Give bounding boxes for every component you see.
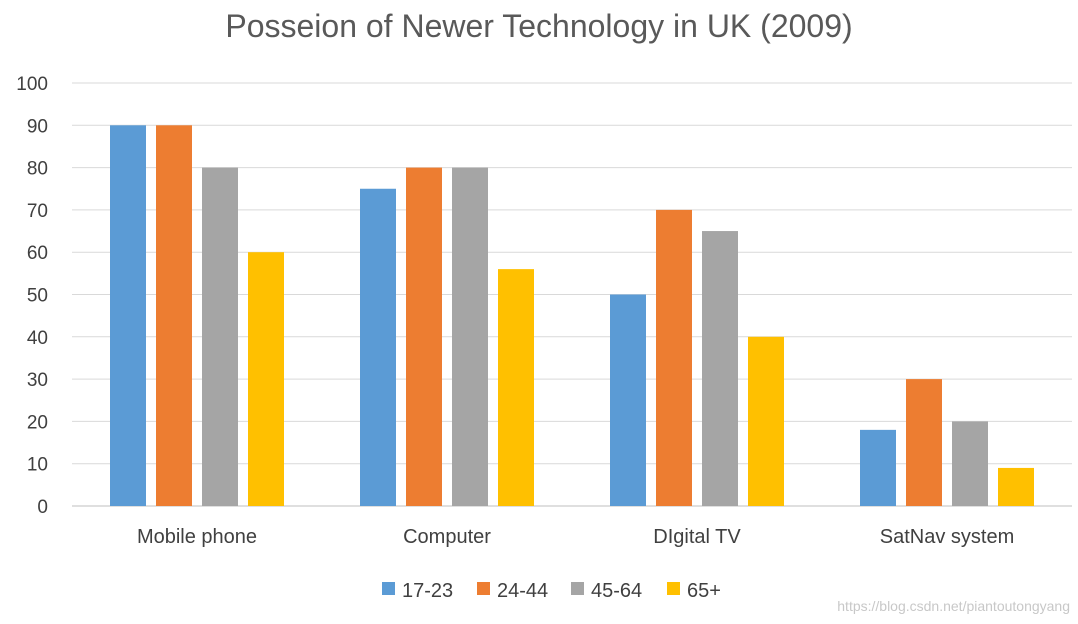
bars	[110, 125, 1034, 507]
x-category-label: SatNav system	[880, 526, 1014, 548]
y-tick-label: 10	[27, 455, 48, 476]
legend-swatch	[477, 582, 490, 595]
bar-65+-satnav-system	[998, 467, 1034, 506]
y-tick-label: 70	[27, 201, 48, 222]
bar-45-64-mobile-phone	[202, 167, 238, 506]
legend-label: 65+	[687, 580, 721, 602]
y-axis-tick-labels: 0 10 20 30 40 50 60 70 80 90 100	[16, 74, 48, 518]
y-tick-label: 20	[27, 412, 48, 433]
bar-45-64-computer	[452, 167, 488, 506]
y-tick-label: 50	[27, 286, 48, 307]
bar-45-64-digital-tv	[702, 231, 738, 507]
y-tick-label: 60	[27, 243, 48, 264]
bar-17-23-mobile-phone	[110, 125, 146, 507]
x-category-label: Computer	[403, 526, 491, 548]
bar-17-23-computer	[360, 188, 396, 506]
chart-title: Posseion of Newer Technology in UK (2009…	[225, 8, 853, 44]
legend: 17-23 24-44 45-64 65+	[382, 580, 721, 602]
y-tick-label: 0	[37, 497, 48, 518]
bar-24-44-digital-tv	[656, 209, 692, 506]
bar-45-64-satnav-system	[952, 421, 988, 506]
bar-65+-digital-tv	[748, 336, 784, 506]
y-tick-label: 40	[27, 328, 48, 349]
bar-24-44-computer	[406, 167, 442, 506]
bar-65+-mobile-phone	[248, 252, 284, 506]
x-axis-category-labels: Mobile phone Computer DIgital TV SatNav sys…	[137, 526, 1014, 548]
legend-label: 24-44	[497, 580, 548, 602]
legend-swatch	[571, 582, 584, 595]
y-tick-label: 90	[27, 116, 48, 137]
gridlines	[72, 82, 1072, 507]
x-category-label: DIgital TV	[653, 526, 741, 548]
bar-24-44-mobile-phone	[156, 125, 192, 507]
bar-17-23-digital-tv	[610, 294, 646, 506]
y-tick-label: 30	[27, 370, 48, 391]
legend-label: 17-23	[402, 580, 453, 602]
bar-65+-computer	[498, 269, 534, 506]
legend-label: 45-64	[591, 580, 642, 602]
bar-17-23-satnav-system	[860, 429, 896, 506]
x-category-label: Mobile phone	[137, 526, 257, 548]
y-tick-label: 100	[16, 74, 48, 95]
legend-swatch	[382, 582, 395, 595]
bar-24-44-satnav-system	[906, 379, 942, 506]
watermark-text: https://blog.csdn.net/piantoutongyang	[837, 598, 1070, 614]
legend-swatch	[667, 582, 680, 595]
y-tick-label: 80	[27, 159, 48, 180]
